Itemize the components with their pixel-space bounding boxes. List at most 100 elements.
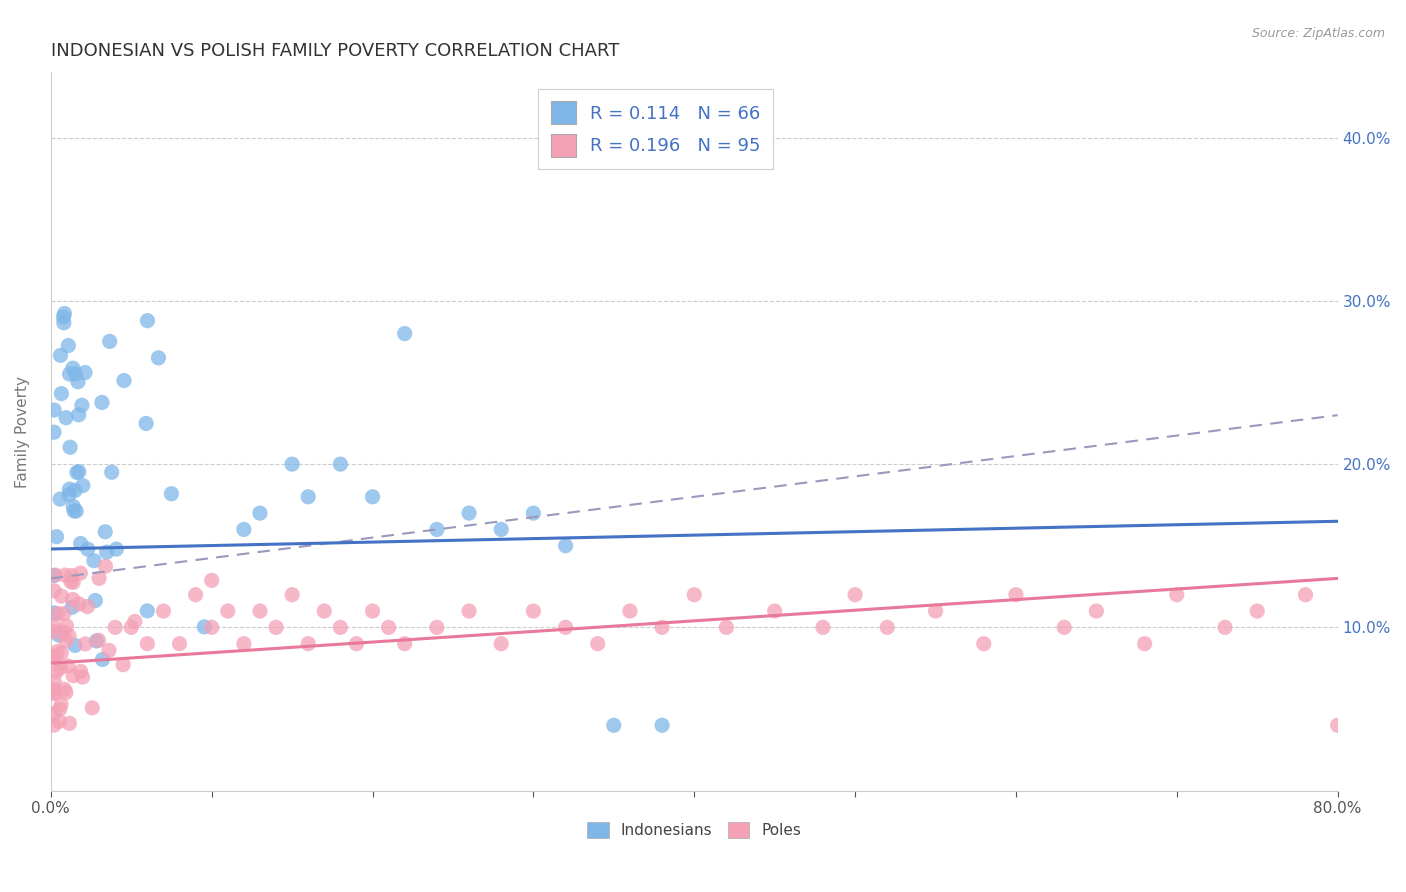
- Point: [42, 706, 65, 721]
- Point: [184, 588, 207, 602]
- Point: [763, 604, 786, 618]
- Point: [42, 649, 65, 664]
- Point: [59, 574, 82, 589]
- Point: [193, 620, 215, 634]
- Point: [82, 701, 104, 715]
- Point: [120, 620, 142, 634]
- Point: [60, 568, 83, 582]
- Point: [1133, 637, 1156, 651]
- Point: [48, 702, 70, 716]
- Point: [48, 628, 70, 642]
- Point: [51, 646, 73, 660]
- Point: [66, 466, 89, 480]
- Point: [361, 604, 384, 618]
- Point: [489, 523, 512, 537]
- Point: [69, 566, 91, 581]
- Point: [53, 568, 76, 582]
- Point: [104, 620, 127, 634]
- Point: [42, 649, 65, 664]
- Point: [844, 588, 866, 602]
- Point: [94, 524, 117, 539]
- Point: [62, 575, 84, 590]
- Point: [603, 718, 626, 732]
- Point: [136, 604, 159, 618]
- Point: [52, 316, 75, 330]
- Point: [72, 478, 94, 492]
- Point: [52, 607, 75, 621]
- Point: [66, 375, 89, 389]
- Point: [522, 506, 544, 520]
- Point: [249, 604, 271, 618]
- Point: [683, 588, 706, 602]
- Point: [52, 310, 75, 324]
- Text: Source: ZipAtlas.com: Source: ZipAtlas.com: [1251, 27, 1385, 40]
- Point: [75, 637, 97, 651]
- Point: [46, 607, 69, 621]
- Point: [62, 592, 84, 607]
- Point: [100, 465, 122, 479]
- Point: [458, 506, 481, 520]
- Point: [45, 530, 67, 544]
- Point: [377, 620, 399, 634]
- Point: [426, 620, 449, 634]
- Point: [651, 620, 673, 634]
- Point: [62, 361, 84, 376]
- Point: [297, 490, 319, 504]
- Point: [55, 619, 77, 633]
- Point: [169, 637, 191, 651]
- Point: [1085, 604, 1108, 618]
- Point: [87, 571, 110, 585]
- Point: [426, 523, 449, 537]
- Point: [49, 492, 72, 507]
- Point: [86, 634, 108, 648]
- Point: [49, 698, 72, 712]
- Point: [42, 583, 65, 598]
- Point: [65, 504, 87, 518]
- Point: [281, 457, 304, 471]
- Point: [297, 637, 319, 651]
- Point: [44, 685, 66, 699]
- Point: [45, 665, 67, 679]
- Point: [69, 665, 91, 679]
- Point: [98, 334, 121, 349]
- Point: [554, 620, 576, 634]
- Point: [44, 568, 66, 582]
- Point: [62, 500, 84, 514]
- Point: [65, 367, 87, 381]
- Text: INDONESIAN VS POLISH FAMILY POVERTY CORRELATION CHART: INDONESIAN VS POLISH FAMILY POVERTY CORR…: [51, 42, 619, 60]
- Point: [90, 395, 112, 409]
- Legend: Indonesians, Poles: Indonesians, Poles: [581, 816, 807, 844]
- Point: [48, 714, 70, 729]
- Point: [73, 366, 96, 380]
- Point: [53, 682, 76, 697]
- Point: [55, 634, 77, 648]
- Point: [973, 637, 995, 651]
- Point: [105, 542, 128, 557]
- Point: [45, 648, 67, 663]
- Point: [52, 625, 75, 640]
- Point: [135, 417, 157, 431]
- Point: [1053, 620, 1076, 634]
- Point: [1246, 604, 1268, 618]
- Point: [264, 620, 287, 634]
- Point: [55, 685, 77, 699]
- Point: [124, 615, 146, 629]
- Point: [87, 633, 110, 648]
- Point: [458, 604, 481, 618]
- Point: [42, 403, 65, 417]
- Point: [76, 599, 98, 614]
- Point: [51, 589, 73, 603]
- Point: [67, 408, 90, 422]
- Point: [42, 718, 65, 732]
- Point: [42, 620, 65, 634]
- Point: [148, 351, 170, 365]
- Point: [876, 620, 898, 634]
- Point: [49, 661, 72, 675]
- Point: [67, 597, 90, 611]
- Point: [44, 682, 66, 697]
- Point: [42, 425, 65, 440]
- Point: [60, 600, 83, 615]
- Point: [619, 604, 641, 618]
- Point: [62, 669, 84, 683]
- Point: [136, 637, 159, 651]
